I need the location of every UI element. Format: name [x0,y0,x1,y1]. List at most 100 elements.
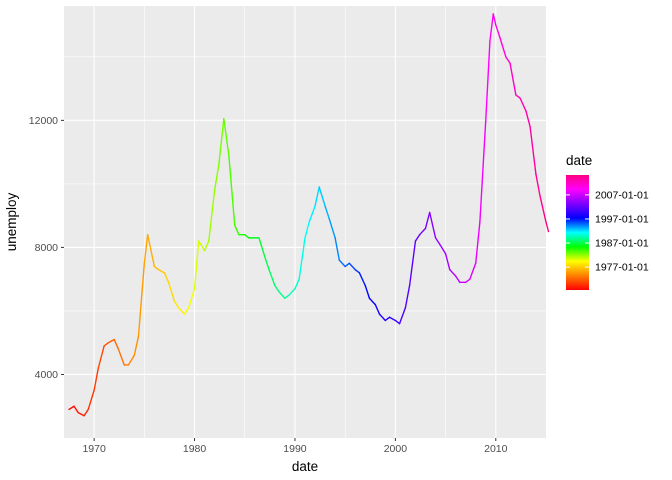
series-segment [499,37,507,58]
series-segment [428,211,437,239]
x-tick-label: 1990 [283,443,307,455]
series-segment [146,234,156,268]
series-segment [187,288,196,309]
series-segment [264,256,270,271]
series-segment [173,300,180,309]
series-segment [223,118,230,156]
series-segment [434,237,441,245]
series-segment [529,126,537,176]
series-segment [288,288,296,296]
color-legend: date 1977-01-01 1987-01-01 1997-01-01 2007-… [566,153,649,290]
series-segment [354,268,361,274]
series-segment [394,319,401,325]
y-axis-title: unemploy [4,192,19,251]
series-segment [213,164,220,191]
series-segment [203,240,210,252]
series-segment [454,275,461,284]
series-segment [77,411,85,417]
x-tick-label: 1980 [183,443,207,455]
series-segment [358,272,366,287]
series-segment [439,243,447,255]
legend-label: 1997-01-01 [595,213,649,225]
legend-label: 2007-01-01 [595,189,649,201]
series-line [68,13,550,417]
series-segment [525,110,531,128]
series-segment [324,205,330,220]
series-segment [284,294,290,299]
plot-panel-background [64,6,546,438]
y-axis: 4000 8000 12000 [29,115,64,381]
series-segment [143,234,149,264]
series-segment [535,173,541,198]
series-segment [97,345,105,369]
legend-ticks: 1977-01-01 1987-01-01 1997-01-01 2007-01-01 [566,189,649,274]
legend-label: 1977-01-01 [595,262,649,274]
series-segment [398,307,407,325]
series-segment [489,13,494,42]
series-segment [274,284,280,293]
series-segment [519,97,527,112]
x-tick-label: 1970 [82,443,106,455]
series-segment [117,348,125,366]
series-segment [68,405,75,411]
series-segment [344,262,351,268]
minor-gridlines [64,6,546,438]
x-axis-title: date [292,459,318,474]
series-segment [107,338,115,344]
y-tick-label: 12000 [29,115,58,127]
series-segment [328,218,336,239]
series-segment [378,313,387,322]
series-segment [133,335,140,357]
legend-title: date [566,153,592,168]
series-segment [418,227,427,236]
x-tick-label: 2000 [384,443,408,455]
legend-label: 1987-01-01 [595,238,649,250]
series-segment [334,237,341,261]
series-segment [314,186,320,207]
series-segment [218,118,225,166]
series-segment [368,297,376,306]
series-segment [157,268,166,274]
series-segment [258,237,266,258]
series-segment [495,24,501,39]
series-segment [515,94,521,99]
series-segment [505,56,511,64]
series-segment [208,189,216,242]
series-segment [163,272,170,284]
series-segment [193,240,200,290]
series-segment [404,284,411,309]
series-segment [244,234,250,239]
y-tick-label: 4000 [35,369,59,381]
series-segment [198,240,206,252]
series-segment [318,186,326,207]
series-segment [475,221,481,264]
series-segment [153,265,160,271]
major-gridlines [64,6,546,438]
series-segment [83,408,89,417]
series-segment [374,303,381,315]
series-segment [234,224,240,236]
series-segment [167,281,176,303]
series-segment [73,405,79,414]
series-segment [113,338,120,350]
series-segment [298,237,306,280]
series-segment [408,240,417,287]
x-axis: 1970 1980 1990 2000 2010 [82,438,508,455]
series-segment [449,268,457,277]
series-segment [364,284,371,299]
series-segment [228,154,236,226]
series-segment [177,307,186,315]
series-segment [384,316,391,322]
series-segment [424,211,431,230]
series-segment [103,342,110,347]
series-segment [304,221,310,239]
series-segment [414,234,421,242]
series-segment [268,268,276,287]
series-segment [479,119,487,223]
series-segment [388,316,397,322]
series-segment [137,262,146,338]
series-segment [485,40,491,122]
series-segment [348,262,356,271]
series-segment [464,278,471,284]
